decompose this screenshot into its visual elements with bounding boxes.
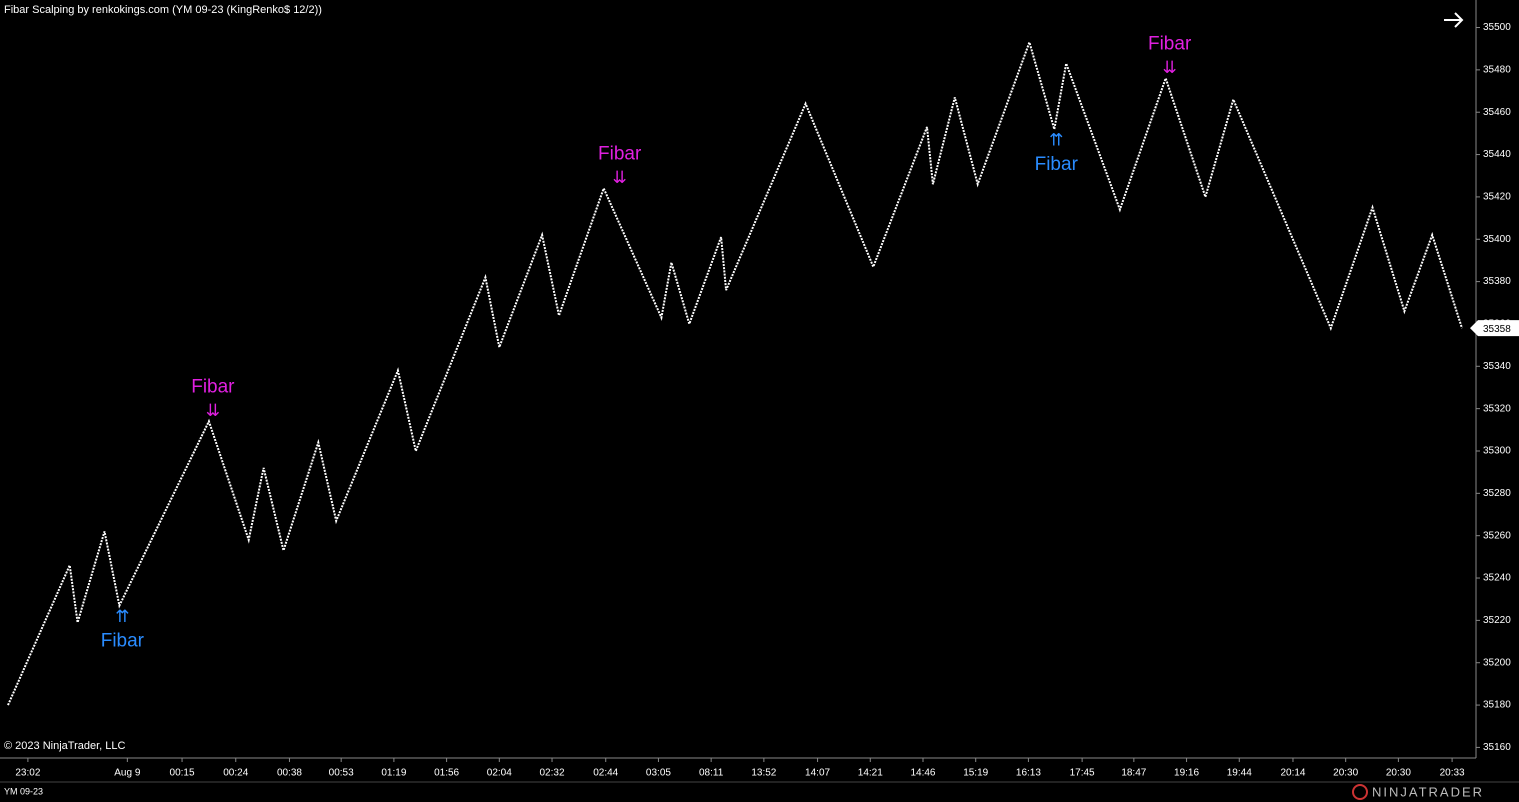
x-tick-label: 02:44	[593, 768, 618, 779]
y-tick-label: 35280	[1483, 488, 1511, 499]
x-tick-label: 03:05	[646, 768, 671, 779]
signal-label: Fibar	[1035, 154, 1079, 175]
signal-label: Fibar	[101, 631, 145, 652]
logo: NINJATRADER	[1372, 784, 1484, 799]
y-tick-label: 35300	[1483, 446, 1511, 457]
signal-label: Fibar	[191, 376, 235, 397]
x-tick-label: 16:13	[1016, 768, 1041, 779]
x-tick-label: 01:56	[434, 768, 459, 779]
x-tick-label: 15:19	[963, 768, 988, 779]
x-tick-label: 01:19	[381, 768, 406, 779]
y-tick-label: 35440	[1483, 149, 1511, 160]
x-tick-label: 23:02	[15, 768, 40, 779]
y-tick-label: 35480	[1483, 65, 1511, 76]
y-tick-label: 35180	[1483, 700, 1511, 711]
x-tick-label: 00:15	[170, 768, 195, 779]
y-tick-label: 35200	[1483, 657, 1511, 668]
y-tick-label: 35460	[1483, 107, 1511, 118]
x-tick-label: 20:14	[1280, 768, 1305, 779]
x-tick-label: 20:30	[1333, 768, 1358, 779]
signal-arrow: ⇈	[1049, 131, 1063, 150]
copyright: © 2023 NinjaTrader, LLC	[4, 740, 125, 752]
x-tick-label: 00:24	[223, 768, 248, 779]
x-tick-label: 00:38	[277, 768, 302, 779]
signal-arrow: ⇊	[206, 401, 220, 420]
x-tick-label: 19:44	[1227, 768, 1252, 779]
x-tick-label: 08:11	[699, 768, 724, 779]
y-tick-label: 35160	[1483, 742, 1511, 753]
y-tick-label: 35500	[1483, 22, 1511, 33]
last-price-box	[1470, 320, 1519, 337]
y-tick-label: 35400	[1483, 234, 1511, 245]
x-tick-label: 13:52	[751, 768, 776, 779]
price-line	[7, 39, 1463, 706]
x-tick-label: 17:45	[1070, 768, 1095, 779]
x-tick-label: 00:53	[329, 768, 354, 779]
scroll-arrow[interactable]	[1444, 12, 1464, 28]
signal-arrow: ⇈	[115, 607, 129, 626]
x-tick-label: 20:30	[1386, 768, 1411, 779]
x-tick-label: 14:07	[805, 768, 830, 779]
signal-arrow: ⇊	[1163, 58, 1177, 77]
y-tick-label: 35220	[1483, 615, 1511, 626]
signal-label: Fibar	[598, 143, 642, 164]
signal-label: Fibar	[1148, 33, 1192, 54]
chart-title: Fibar Scalping by renkokings.com (YM 09-…	[4, 4, 322, 16]
x-tick-label: 14:46	[910, 768, 935, 779]
y-tick-label: 35260	[1483, 530, 1511, 541]
y-tick-label: 35340	[1483, 361, 1511, 372]
y-tick-label: 35320	[1483, 403, 1511, 414]
x-tick-label: 18:47	[1121, 768, 1146, 779]
signal-arrow: ⇊	[613, 168, 627, 187]
x-tick-label: 02:32	[540, 768, 565, 779]
x-tick-label: 14:21	[858, 768, 883, 779]
x-tick-label: 19:16	[1174, 768, 1199, 779]
x-tick-label: 20:33	[1440, 768, 1465, 779]
x-tick-label: Aug 9	[114, 768, 141, 779]
last-price-label: 35358	[1483, 324, 1511, 335]
y-tick-label: 35380	[1483, 276, 1511, 287]
y-tick-label: 35240	[1483, 573, 1511, 584]
logo-icon	[1352, 784, 1368, 800]
instrument: YM 09-23	[4, 786, 43, 796]
x-tick-label: 02:04	[487, 768, 512, 779]
y-tick-label: 35420	[1483, 192, 1511, 203]
